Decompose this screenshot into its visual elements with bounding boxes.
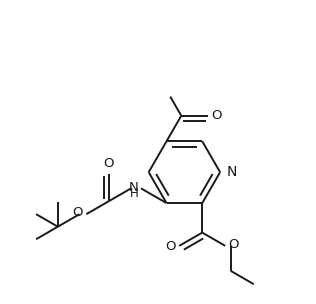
Text: O: O <box>211 109 222 122</box>
Text: O: O <box>103 157 114 170</box>
Text: O: O <box>165 240 175 253</box>
Text: O: O <box>72 206 83 219</box>
Text: H: H <box>130 188 138 200</box>
Text: N: N <box>129 181 138 194</box>
Text: N: N <box>226 165 237 179</box>
Text: O: O <box>228 238 239 251</box>
